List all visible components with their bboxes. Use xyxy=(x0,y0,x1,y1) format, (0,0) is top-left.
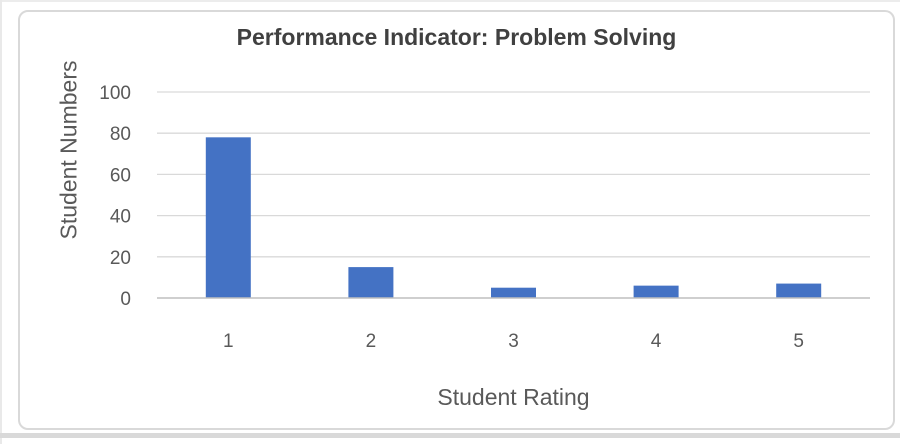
y-tick-label: 80 xyxy=(110,124,131,145)
bar xyxy=(491,287,536,298)
y-tick-label: 20 xyxy=(110,248,131,269)
y-tick-label: 60 xyxy=(110,165,131,186)
x-tick-label: 3 xyxy=(508,331,519,352)
page-top-edge xyxy=(0,0,900,2)
x-tick-label: 1 xyxy=(223,331,234,352)
chart-title: Performance Indicator: Problem Solving xyxy=(236,24,677,50)
y-tick-label: 40 xyxy=(110,207,131,228)
chart-frame xyxy=(18,10,895,430)
x-tick-label: 5 xyxy=(793,331,804,352)
page-left-edge xyxy=(0,0,2,444)
page-bottom-edge xyxy=(0,433,900,438)
y-tick-label: 100 xyxy=(99,83,131,104)
bar xyxy=(776,283,822,298)
bar xyxy=(205,137,251,298)
x-tick-label: 2 xyxy=(366,331,377,352)
x-tick-label: 4 xyxy=(651,331,662,352)
bar xyxy=(633,285,679,298)
bar xyxy=(348,267,394,298)
y-tick-label: 0 xyxy=(120,289,131,310)
x-axis-title: Student Rating xyxy=(437,384,590,410)
y-axis-title: Student Numbers xyxy=(55,60,82,240)
